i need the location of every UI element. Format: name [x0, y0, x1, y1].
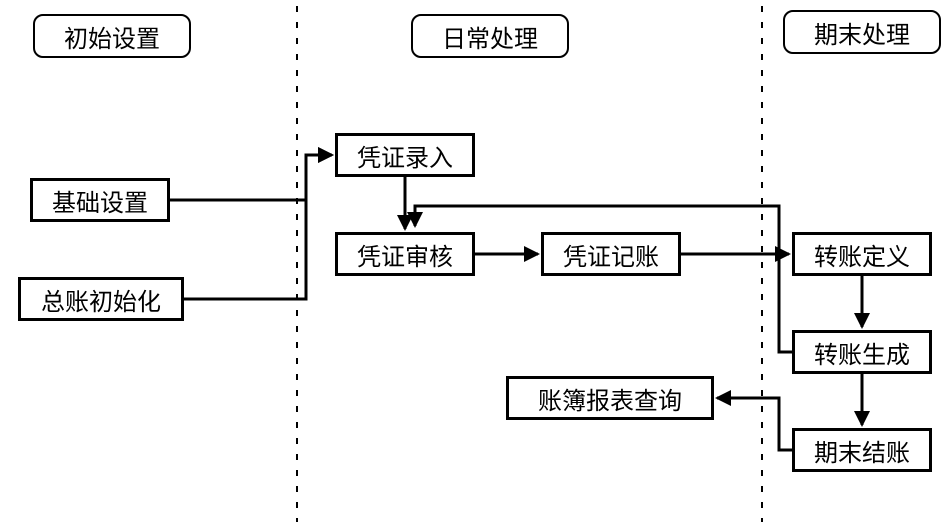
flow-node-label: 凭证记账 — [563, 237, 659, 272]
arrow-head-icon — [318, 147, 334, 163]
flow-node-label: 基础设置 — [52, 183, 148, 218]
flow-node: 凭证审核 — [335, 232, 475, 276]
flow-node-label: 账簿报表查询 — [538, 381, 682, 416]
flow-node: 凭证记账 — [541, 232, 681, 276]
arrow-head-icon — [318, 147, 334, 163]
flow-node-label: 转账生成 — [814, 335, 910, 370]
flow-node: 账簿报表查询 — [506, 376, 714, 420]
arrow-head-icon — [397, 215, 413, 231]
flow-node: 基础设置 — [30, 178, 170, 222]
flow-node-label: 转账定义 — [814, 237, 910, 272]
arrow-head-icon — [407, 212, 423, 228]
flow-edge — [717, 398, 792, 450]
section-header: 期末处理 — [783, 10, 941, 54]
flow-node-label: 凭证审核 — [357, 237, 453, 272]
flow-node: 转账定义 — [792, 232, 932, 276]
arrow-head-icon — [715, 390, 731, 406]
flow-node-label: 凭证录入 — [357, 138, 453, 173]
arrow-head-icon — [524, 246, 540, 262]
flow-edge — [415, 206, 792, 352]
flow-node: 期末结账 — [792, 428, 932, 472]
flow-node-label: 总账初始化 — [41, 282, 161, 317]
flow-node: 凭证录入 — [335, 133, 475, 177]
arrow-head-icon — [854, 313, 870, 329]
section-header-label: 日常处理 — [442, 19, 538, 54]
flow-edge — [184, 155, 332, 299]
section-header-label: 初始设置 — [64, 19, 160, 54]
flow-node-label: 期末结账 — [814, 433, 910, 468]
flow-node: 转账生成 — [792, 330, 932, 374]
arrow-head-icon — [775, 246, 791, 262]
arrow-head-icon — [854, 411, 870, 427]
flow-edge — [170, 155, 332, 200]
section-header-label: 期末处理 — [814, 15, 910, 50]
flowchart-canvas: 初始设置 日常处理 期末处理基础设置总账初始化 凭证录入凭证审核 凭证记账 转账定义转账生… — [0, 0, 946, 528]
section-header: 初始设置 — [33, 14, 191, 58]
section-header: 日常处理 — [411, 14, 569, 58]
flow-node: 总账初始化 — [18, 277, 184, 321]
